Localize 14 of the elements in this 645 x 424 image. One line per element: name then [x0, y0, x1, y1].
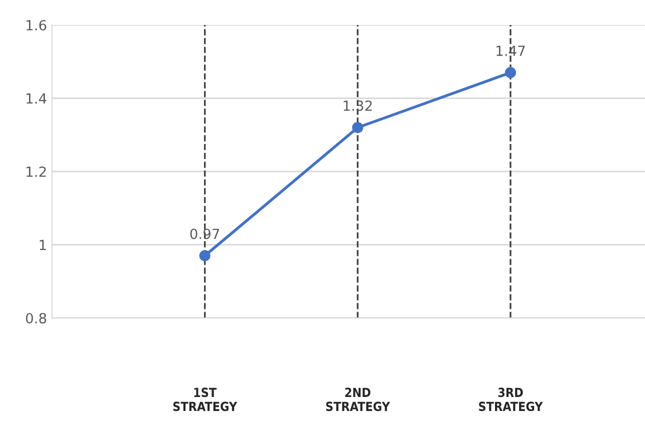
y-tick-label: 1.4: [26, 93, 46, 104]
x-tick-label: 2ND STRATEGY: [326, 388, 390, 412]
data-label: 0.97: [190, 228, 220, 240]
y-tick-label: 1: [40, 240, 46, 250]
point: [352, 122, 364, 134]
data-label: 1.47: [496, 46, 525, 56]
y-tick-label: 1.6: [26, 20, 46, 30]
y-tick-label: 1.2: [26, 166, 46, 177]
x-tick-label: 3RD STRATEGY: [479, 388, 543, 412]
point: [504, 67, 516, 78]
point: [199, 250, 210, 262]
x-tick-label: 1ST STRATEGY: [173, 388, 238, 412]
data-label: 1.32: [344, 100, 372, 111]
y-tick-label: 0.8: [26, 312, 46, 324]
